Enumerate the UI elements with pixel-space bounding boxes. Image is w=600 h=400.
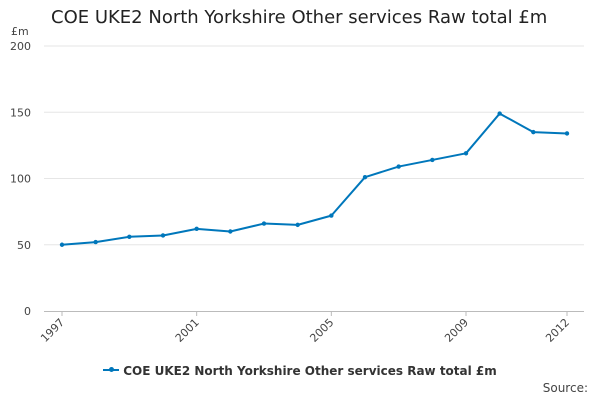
y-tick-label: 150 [10,106,31,119]
data-point[interactable] [59,242,65,247]
data-point[interactable] [329,213,334,218]
y-tick-label: 200 [10,40,31,53]
data-point[interactable] [531,129,536,135]
data-point[interactable] [295,222,300,228]
data-point[interactable] [497,111,502,116]
data-point[interactable] [194,226,199,232]
x-tick-label: 2005 [307,316,336,345]
x-tick-label: 1997 [38,316,67,345]
source-label: Source: [542,381,588,395]
legend[interactable]: COE UKE2 North Yorkshire Other services … [0,364,600,378]
y-axis-ticks: 0 50 100 150 200 [10,40,31,318]
data-point[interactable] [430,157,435,163]
x-axis-ticks: 1997 2001 2005 2009 2012 [38,311,572,345]
x-tick-label: 2012 [543,316,572,345]
legend-label: COE UKE2 North Yorkshire Other services … [123,364,497,378]
gridlines [44,45,584,246]
data-point[interactable] [261,221,267,226]
y-tick-label: 50 [17,239,31,252]
y-axis-unit-label: £m [11,25,29,38]
series-line [61,112,568,246]
legend-swatch [103,367,120,372]
data-point[interactable] [127,234,132,239]
y-tick-label: 0 [24,305,31,318]
data-point[interactable] [362,174,368,180]
data-point[interactable] [228,229,233,234]
series-layer [59,111,570,247]
data-point[interactable] [463,151,469,156]
data-point[interactable] [93,239,98,245]
x-tick-label: 2009 [442,316,471,345]
data-point[interactable] [396,164,401,169]
data-point[interactable] [564,131,570,136]
y-tick-label: 100 [10,173,31,186]
chart-title: COE UKE2 North Yorkshire Other services … [51,7,548,28]
data-point[interactable] [160,233,166,238]
x-tick-label: 2001 [173,316,202,345]
